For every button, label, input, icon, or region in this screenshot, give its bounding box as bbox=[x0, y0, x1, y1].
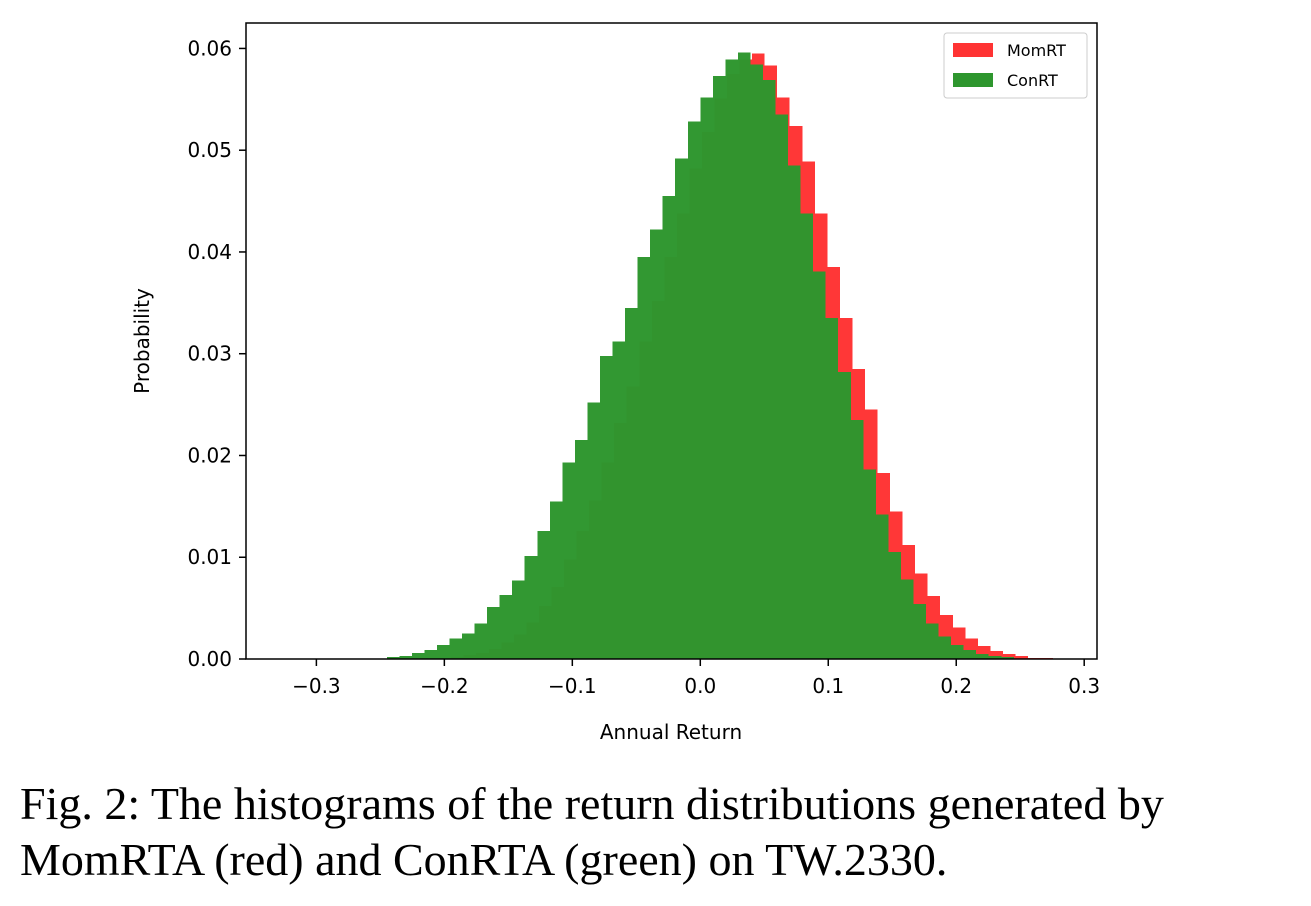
bar-conrt-13 bbox=[549, 501, 563, 659]
bar-conrt-11 bbox=[524, 556, 538, 659]
y-tick-label: 0.04 bbox=[187, 240, 232, 264]
bar-conrt-22 bbox=[662, 195, 676, 659]
bar-conrt-33 bbox=[800, 213, 814, 659]
bar-conrt-39 bbox=[875, 514, 889, 659]
legend: MomRT ConRT bbox=[943, 32, 1088, 99]
x-tick-label: 0.3 bbox=[1068, 674, 1100, 698]
x-tick-label: −0.2 bbox=[420, 674, 469, 698]
ticks-layer: −0.3 −0.2 −0.1 0.0 0.1 0.2 0.3 0.00 0.01 0.02 0.03… bbox=[187, 36, 1100, 698]
bar-conrt-28 bbox=[737, 52, 751, 660]
bar-conrt-32 bbox=[788, 165, 801, 660]
bar-conrt-1 bbox=[399, 655, 412, 659]
bar-conrt-40 bbox=[888, 552, 901, 659]
figure-caption: Fig. 2: The histograms of the return dis… bbox=[20, 776, 1300, 888]
x-axis-label: Annual Return bbox=[600, 720, 742, 744]
y-tick-label: 0.02 bbox=[187, 443, 232, 467]
y-tick-label: 0.00 bbox=[187, 647, 232, 671]
bar-conrt-30 bbox=[762, 79, 776, 660]
legend-swatch-conrt bbox=[953, 73, 993, 87]
bar-conrt-7 bbox=[474, 623, 488, 659]
bar-conrt-46 bbox=[963, 649, 977, 659]
bar-conrt-0 bbox=[386, 656, 400, 659]
bar-conrt-27 bbox=[725, 59, 738, 659]
bar-conrt-41 bbox=[900, 579, 914, 659]
bar-conrt-48 bbox=[988, 655, 1002, 659]
y-tick-label: 0.06 bbox=[187, 36, 232, 60]
axes-layer bbox=[245, 22, 1098, 660]
bar-conrt-45 bbox=[951, 644, 964, 659]
bar-conrt-44 bbox=[938, 636, 952, 659]
bar-conrt-14 bbox=[562, 462, 575, 659]
bar-momrt-45 bbox=[1002, 653, 1016, 659]
bar-conrt-21 bbox=[650, 229, 663, 659]
bar-conrt-20 bbox=[637, 257, 651, 659]
bar-conrt-47 bbox=[976, 653, 989, 659]
plot-frame bbox=[245, 22, 1098, 660]
bar-conrt-31 bbox=[775, 114, 789, 660]
bar-conrt-3 bbox=[424, 649, 437, 659]
legend-label-conrt: ConRT bbox=[1007, 71, 1058, 90]
y-tick-label: 0.01 bbox=[187, 545, 232, 569]
bar-conrt-15 bbox=[574, 440, 588, 659]
bar-conrt-34 bbox=[813, 271, 826, 659]
bar-conrt-8 bbox=[487, 607, 500, 659]
bar-conrt-38 bbox=[863, 469, 876, 659]
x-tick-label: −0.1 bbox=[548, 674, 597, 698]
legend-label-momrt: MomRT bbox=[1007, 41, 1066, 60]
caption-line-2: MomRTA (red) and ConRTA (green) on TW.23… bbox=[20, 834, 948, 885]
bar-conrt-49 bbox=[1001, 656, 1014, 659]
bar-conrt-18 bbox=[612, 341, 626, 659]
x-tick-label: 0.1 bbox=[812, 674, 844, 698]
bar-conrt-2 bbox=[411, 652, 425, 659]
y-tick-label: 0.05 bbox=[187, 138, 232, 162]
bar-conrt-29 bbox=[750, 64, 763, 659]
bar-conrt-37 bbox=[850, 419, 864, 659]
bar-conrt-25 bbox=[700, 97, 713, 660]
caption-line-1: Fig. 2: The histograms of the return dis… bbox=[20, 778, 1164, 829]
bar-momrt-44 bbox=[990, 650, 1003, 659]
bar-conrt-23 bbox=[675, 158, 688, 659]
bar-conrt-10 bbox=[512, 580, 525, 659]
bar-conrt-43 bbox=[926, 623, 939, 659]
y-axis-label: Probability bbox=[130, 288, 154, 394]
bar-conrt-9 bbox=[499, 594, 513, 659]
bar-conrt-26 bbox=[712, 75, 726, 659]
x-tick-label: 0.0 bbox=[684, 674, 716, 698]
bar-conrt-24 bbox=[687, 121, 701, 659]
legend-swatch-momrt bbox=[953, 43, 993, 57]
bar-conrt-6 bbox=[462, 633, 475, 659]
x-tick-label: −0.3 bbox=[292, 674, 341, 698]
bar-conrt-4 bbox=[436, 644, 450, 659]
bar-conrt-42 bbox=[913, 604, 927, 659]
x-tick-label: 0.2 bbox=[940, 674, 972, 698]
bar-conrt-5 bbox=[449, 638, 463, 659]
bar-conrt-19 bbox=[625, 307, 638, 659]
bar-conrt-17 bbox=[599, 355, 613, 659]
bar-conrt-16 bbox=[587, 402, 600, 659]
bar-conrt-12 bbox=[537, 530, 550, 659]
bars-layer bbox=[386, 52, 1054, 660]
y-tick-label: 0.03 bbox=[187, 342, 232, 366]
bar-conrt-35 bbox=[825, 318, 839, 659]
bar-momrt-46 bbox=[1015, 655, 1029, 659]
histogram-chart: −0.3 −0.2 −0.1 0.0 0.1 0.2 0.3 0.00 0.01 0.02 0.03… bbox=[130, 22, 1100, 744]
bar-conrt-36 bbox=[838, 372, 851, 659]
